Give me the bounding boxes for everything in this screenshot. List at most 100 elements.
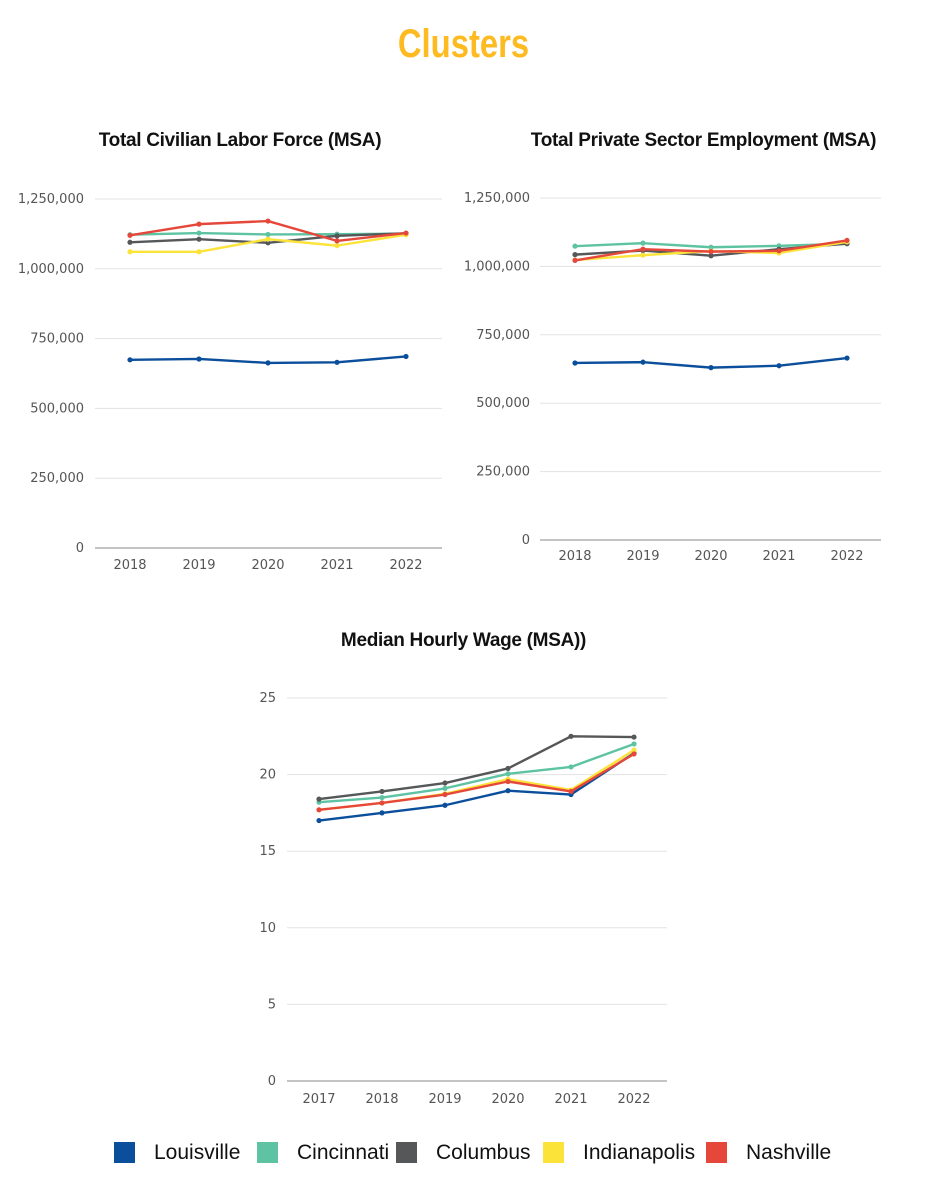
x-tick-label: 2021	[554, 1092, 587, 1107]
data-point-cincinnati	[572, 243, 578, 249]
data-point-nashville	[334, 238, 340, 244]
data-point-louisville	[640, 359, 646, 365]
data-point-nashville	[379, 800, 385, 806]
data-point-louisville	[505, 788, 511, 794]
data-point-nashville	[640, 246, 646, 252]
data-point-louisville	[379, 810, 385, 816]
chart-labor-force: Total Civilian Labor Force (MSA) 0 250,00…	[0, 128, 460, 588]
legend-item-indianapolis: Indianapolis	[543, 1136, 703, 1170]
y-tick-label: 20	[259, 768, 276, 783]
data-point-columbus	[265, 240, 271, 246]
data-point-louisville	[196, 356, 202, 362]
y-tick-label: 10	[259, 921, 276, 936]
data-point-cincinnati	[379, 794, 385, 801]
data-point-indianapolis	[265, 236, 271, 242]
y-tick-label: 1,000,000	[18, 262, 84, 277]
x-tick-label: 2018	[113, 558, 146, 573]
series-line-nashville	[317, 752, 636, 812]
data-point-nashville	[265, 218, 271, 224]
legend-item-nashville: Nashville	[706, 1136, 846, 1170]
legend-item-columbus: Columbus	[396, 1136, 536, 1170]
legend-label: Nashville	[746, 1141, 832, 1164]
legend: Louisville Cincinnati Columbus Indianapo…	[0, 1136, 927, 1170]
legend-item-cincinnati: Cincinnati	[257, 1136, 397, 1170]
x-tick-label: 2020	[694, 549, 727, 564]
y-tick-label: 25	[259, 691, 276, 706]
data-point-louisville	[844, 355, 850, 361]
y-tick-label: 0	[522, 533, 530, 548]
legend-label: Indianapolis	[583, 1141, 696, 1164]
legend-swatch	[257, 1142, 278, 1163]
legend-swatch	[543, 1142, 564, 1163]
data-point-columbus	[631, 734, 637, 740]
y-tick-label: 5	[268, 997, 276, 1012]
data-point-louisville	[442, 802, 448, 808]
y-tick-label: 750,000	[30, 332, 84, 347]
data-point-columbus	[572, 252, 578, 258]
x-tick-label: 2022	[617, 1092, 650, 1107]
y-tick-label: 1,000,000	[464, 259, 530, 274]
data-point-columbus	[442, 780, 448, 786]
page-title: Clusters	[397, 22, 530, 66]
y-tick-label: 1,250,000	[18, 192, 84, 207]
data-point-nashville	[196, 221, 202, 227]
legend-label: Cincinnati	[297, 1141, 390, 1164]
data-point-nashville	[572, 257, 578, 263]
x-tick-label: 2018	[365, 1092, 398, 1107]
data-point-columbus	[379, 788, 385, 795]
data-point-columbus	[316, 796, 322, 802]
data-point-indianapolis	[640, 252, 646, 258]
data-point-nashville	[505, 778, 511, 785]
x-tick-label: 2019	[428, 1092, 461, 1107]
data-point-louisville	[265, 360, 271, 366]
data-point-louisville	[403, 353, 409, 360]
data-point-nashville	[127, 232, 133, 238]
data-point-columbus	[568, 733, 574, 739]
y-tick-label: 0	[268, 1074, 276, 1089]
data-point-indianapolis	[196, 249, 202, 255]
data-point-louisville	[334, 359, 340, 365]
legend-label: Louisville	[154, 1141, 241, 1164]
data-point-louisville	[776, 363, 782, 369]
data-point-indianapolis	[127, 249, 133, 255]
chart-plot-hourly-wage: 0 5 10 15 20 25 2017 2018 2019 2020 2021 2022	[259, 691, 667, 1107]
data-point-nashville	[442, 791, 448, 798]
data-point-louisville	[127, 357, 133, 363]
y-tick-label: 500,000	[476, 396, 530, 411]
data-point-columbus	[127, 239, 133, 245]
chart-title: Total Civilian Labor Force (MSA)	[98, 130, 382, 151]
y-tick-label: 0	[76, 541, 84, 556]
y-tick-label: 750,000	[476, 328, 530, 343]
chart-plot-private-employment: 0 250,000 500,000 750,000 1,000,000 1,250,000…	[464, 191, 881, 564]
y-tick-label: 1,250,000	[464, 191, 530, 206]
data-point-nashville	[568, 788, 574, 795]
x-tick-label: 2022	[389, 558, 422, 573]
data-point-louisville	[572, 360, 578, 366]
data-point-columbus	[196, 236, 202, 242]
data-point-cincinnati	[442, 785, 448, 791]
data-point-cincinnati	[196, 230, 202, 236]
data-point-cincinnati	[265, 231, 271, 238]
x-tick-label: 2018	[558, 549, 591, 564]
data-point-nashville	[316, 807, 322, 813]
chart-hourly-wage: Median Hourly Wage (MSA)) 0 5 10 15 20 25 2017…	[200, 628, 727, 1118]
data-point-nashville	[631, 751, 637, 757]
data-point-cincinnati	[631, 741, 637, 747]
legend-label: Columbus	[436, 1141, 531, 1164]
data-point-cincinnati	[640, 240, 646, 246]
chart-plot-labor-force: 0 250,000 500,000 750,000 1,000,000 1,250,000…	[18, 192, 442, 573]
series-line-columbus	[317, 735, 636, 801]
data-point-cincinnati	[568, 764, 574, 770]
data-point-columbus	[708, 253, 714, 259]
data-point-nashville	[844, 237, 850, 244]
x-tick-label: 2022	[830, 549, 863, 564]
x-tick-label: 2021	[320, 558, 353, 573]
data-point-cincinnati	[505, 771, 511, 777]
chart-title: Total Private Sector Employment (MSA)	[530, 130, 877, 151]
x-tick-label: 2019	[182, 558, 215, 573]
x-tick-label: 2021	[762, 549, 795, 564]
data-point-louisville	[708, 365, 714, 371]
data-point-nashville	[776, 248, 782, 254]
data-point-columbus	[334, 233, 340, 239]
x-tick-label: 2020	[251, 558, 284, 573]
